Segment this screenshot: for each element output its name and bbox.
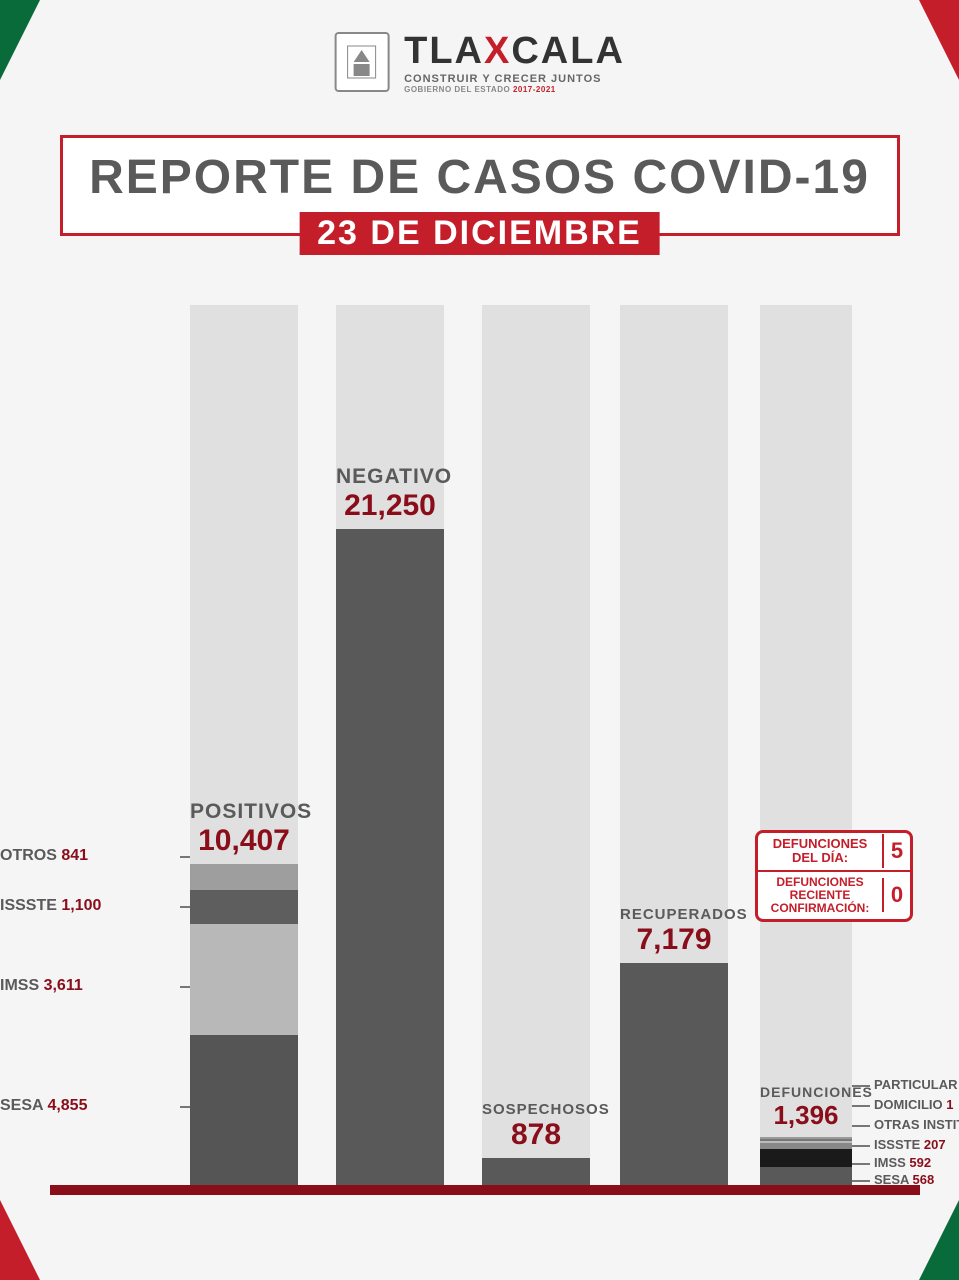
bar-segment-positivos-sesa <box>190 1035 298 1185</box>
side-label-defunciones-particular: PARTICULAR 17 <box>874 1077 959 1092</box>
bar-defunciones: DEFUNCIONES1,396 <box>760 305 852 1185</box>
logo-slogan: CONSTRUIR Y CRECER JUNTOS <box>404 73 625 85</box>
state-crest-icon <box>334 32 389 92</box>
bar-segment-defunciones-domicilio <box>760 1139 852 1141</box>
bar-label-name: NEGATIVO <box>336 465 444 489</box>
bar-fill-recuperados <box>620 963 728 1185</box>
side-label-defunciones-otras: OTRAS INSTITUCIONES 11 <box>874 1117 959 1132</box>
side-label-defunciones-domicilio: DOMICILIO 1 <box>874 1097 953 1112</box>
side-label-defunciones-issste: ISSSTE 207 <box>874 1137 946 1152</box>
bar-segment-defunciones-issste <box>760 1143 852 1149</box>
bar-label-value: 7,179 <box>620 923 728 957</box>
side-label-positivos-otros: OTROS 841 <box>0 847 180 865</box>
bar-segment-defunciones-sesa <box>760 1167 852 1185</box>
bar-fill-sospechosos <box>482 1158 590 1185</box>
chart-area: POSITIVOS10,407 NEGATIVO21,250 SOSPECHOSOS… <box>60 295 900 1195</box>
title-block: REPORTE DE CASOS COVID-19 23 DE DICIEMBR… <box>60 135 900 236</box>
bar-label-name: RECUPERADOS <box>620 906 728 923</box>
defunciones-del-dia-value: 5 <box>882 834 910 868</box>
chart-baseline <box>50 1185 920 1195</box>
bar-label-value: 878 <box>482 1118 590 1152</box>
side-label-defunciones-sesa: SESA 568 <box>874 1172 934 1187</box>
bar-label-value: 21,250 <box>336 489 444 523</box>
bar-fill-negativo <box>336 529 444 1185</box>
logo-text-block: TLAXCALA CONSTRUIR Y CRECER JUNTOS GOBIE… <box>404 30 625 94</box>
bar-label-value: 10,407 <box>190 824 298 858</box>
bar-segment-positivos-issste <box>190 890 298 924</box>
bar-label-value: 1,396 <box>760 1100 852 1131</box>
bar-segment-positivos-imss <box>190 924 298 1035</box>
bar-label-defunciones: DEFUNCIONES1,396 <box>760 1084 852 1131</box>
bar-label-name: DEFUNCIONES <box>760 1084 852 1100</box>
corner-decoration-tl <box>0 0 40 80</box>
bar-label-name: POSITIVOS <box>190 800 298 824</box>
bar-segment-defunciones-particular <box>760 1137 852 1139</box>
report-title: REPORTE DE CASOS COVID-19 <box>83 150 877 205</box>
bar-label-positivos: POSITIVOS10,407 <box>190 800 298 858</box>
side-label-positivos-imss: IMSS 3,611 <box>0 977 180 995</box>
bar-segment-defunciones-imss <box>760 1149 852 1167</box>
header-logo: TLAXCALA CONSTRUIR Y CRECER JUNTOS GOBIE… <box>334 30 625 94</box>
side-label-positivos-issste: ISSSTE 1,100 <box>0 897 180 915</box>
bar-positivos: POSITIVOS10,407 <box>190 305 298 1185</box>
bar-background <box>760 305 852 1185</box>
report-date: 23 DE DICIEMBRE <box>299 212 660 255</box>
bar-segment-positivos-otros <box>190 864 298 890</box>
bar-recuperados: RECUPERADOS7,179 <box>620 305 728 1185</box>
defunciones-del-dia-row: DEFUNCIONES DEL DÍA: 5 <box>758 833 910 870</box>
defunciones-reciente-value: 0 <box>882 878 910 912</box>
defunciones-del-dia-label: DEFUNCIONES DEL DÍA: <box>758 833 882 870</box>
bar-background <box>482 305 590 1185</box>
bar-sospechosos: SOSPECHOSOS878 <box>482 305 590 1185</box>
corner-decoration-bl <box>0 1200 40 1280</box>
bar-segment-defunciones-otras <box>760 1141 852 1143</box>
side-label-defunciones-imss: IMSS 592 <box>874 1155 931 1170</box>
bar-negativo: NEGATIVO21,250 <box>336 305 444 1185</box>
defunciones-summary-box: DEFUNCIONES DEL DÍA: 5 DEFUNCIONES RECIE… <box>755 830 913 922</box>
side-label-positivos-sesa: SESA 4,855 <box>0 1097 180 1115</box>
bar-label-recuperados: RECUPERADOS7,179 <box>620 906 728 957</box>
bar-label-name: SOSPECHOSOS <box>482 1101 590 1118</box>
bar-label-sospechosos: SOSPECHOSOS878 <box>482 1101 590 1152</box>
corner-decoration-tr <box>919 0 959 80</box>
corner-decoration-br <box>919 1200 959 1280</box>
defunciones-reciente-row: DEFUNCIONES RECIENTE CONFIRMACIÓN: 0 <box>758 872 910 920</box>
bar-label-negativo: NEGATIVO21,250 <box>336 465 444 523</box>
defunciones-reciente-label: DEFUNCIONES RECIENTE CONFIRMACIÓN: <box>758 872 882 920</box>
logo-wordmark: TLAXCALA <box>404 30 625 73</box>
logo-gov-line: GOBIERNO DEL ESTADO 2017-2021 <box>404 85 625 94</box>
